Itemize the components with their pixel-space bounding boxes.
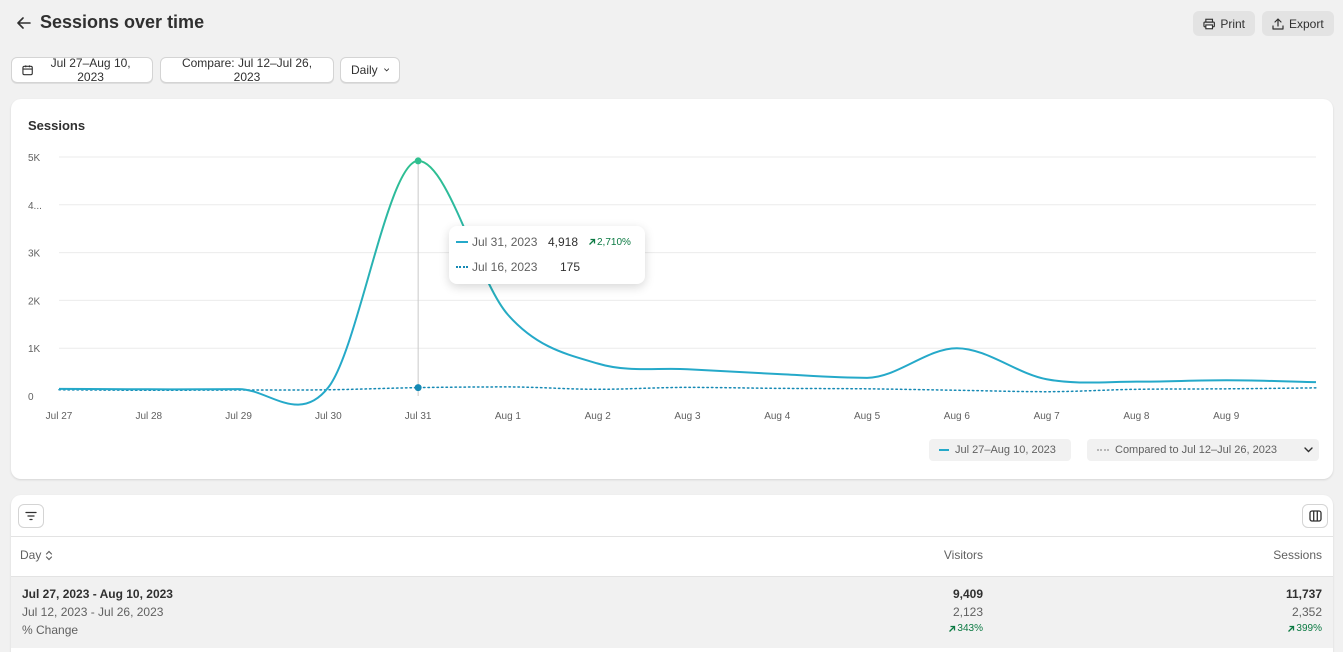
columns-icon [1308,510,1322,522]
y-tick-label: 1K [28,344,41,355]
summary-change-label: % Change [22,623,79,637]
page-title: Sessions over time [40,12,205,32]
y-tick-label: 4... [28,201,42,212]
legend-current-label: Jul 27–Aug 10, 2023 [955,444,1056,456]
columns-button[interactable] [1302,504,1328,528]
x-tick-label: Jul 29 [225,411,252,422]
x-tick-label: Aug 6 [944,411,971,422]
visitors-change-value: 343% [957,623,983,634]
chart-title: Sessions [28,118,86,133]
arrow-left-icon [17,17,31,29]
column-header-day[interactable]: Day [20,548,53,562]
sessions-compare: 2,352 [1291,605,1322,619]
arrow-up-right-icon [1288,625,1295,632]
back-button[interactable] [12,11,36,35]
sessions-table-card: Day Visitors Sessions Jul 27, 2023 - Aug… [11,495,1333,652]
compare-picker[interactable]: Compare: Jul 12–Jul 26, 2023 [160,56,334,84]
arrow-up-right-icon [589,238,596,245]
x-tick-label: Jul 31 [405,411,432,422]
chevron-down-icon[interactable] [1304,447,1313,453]
x-tick-label: Jul 28 [135,411,162,422]
sessions-chart-card: Sessions 0 1K 2K 3K 4... 5K Jul 27 Jul 28 Jul 29… [11,99,1333,479]
summary-compare-label: Jul 12, 2023 - Jul 26, 2023 [22,605,164,619]
tooltip-current-row: Jul 31, 2023 4,918 2,710% [456,233,631,251]
period-label: Daily [351,63,378,77]
page-header: Sessions over time Print Export [0,0,1343,48]
solid-line-swatch [939,449,949,451]
tooltip-current-value: 4,918 [548,235,579,249]
x-tick-label: Aug 4 [764,411,791,422]
sessions-change: 399% [1287,623,1322,634]
date-range-picker[interactable]: Jul 27–Aug 10, 2023 [11,56,153,84]
tooltip-compare-row: Jul 16, 2023 175 [456,258,588,276]
table-divider [11,536,1333,537]
dotted-line-swatch [1097,449,1109,451]
column-header-visitors[interactable]: Visitors [943,548,983,562]
y-tick-label: 5K [28,153,41,164]
sessions-change-value: 399% [1296,623,1322,634]
x-tick-label: Aug 3 [674,411,701,422]
x-tick-label: Aug 1 [495,411,522,422]
print-button[interactable]: Print [1193,11,1255,36]
period-select[interactable]: Daily [340,57,400,83]
chart-tooltip: Jul 31, 2023 4,918 2,710% Jul 16, 2023 1… [449,226,645,284]
chevron-down-icon [383,68,389,72]
visitors-current: 9,409 [952,587,983,601]
sort-icon [46,550,53,560]
visitors-compare: 2,123 [952,605,983,619]
x-tick-label: Aug 9 [1213,411,1240,422]
current-highlight-point [414,157,422,165]
table-summary-row: Jul 27, 2023 - Aug 10, 2023 Jul 12, 2023… [11,576,1333,648]
arrow-up-right-icon [949,625,956,632]
x-tick-label: Aug 7 [1034,411,1061,422]
summary-current-label: Jul 27, 2023 - Aug 10, 2023 [22,587,173,601]
x-tick-label: Aug 2 [585,411,612,422]
tooltip-current-date: Jul 31, 2023 [472,235,538,249]
x-tick-label: Aug 5 [854,411,881,422]
legend-compare-label: Compared to Jul 12–Jul 26, 2023 [1115,444,1278,456]
sessions-line-chart[interactable]: 0 1K 2K 3K 4... 5K Jul 27 Jul 28 Jul 29 Jul 30 Jul… [11,99,1333,429]
dotted-line-swatch [456,266,468,268]
y-tick-label: 2K [28,296,41,307]
x-tick-label: Aug 8 [1123,411,1150,422]
x-tick-label: Jul 30 [315,411,342,422]
y-tick-label: 3K [28,249,41,260]
tooltip-change: 2,710% [588,237,631,248]
visitors-change: 343% [948,623,983,634]
x-tick-label: Jul 27 [46,411,73,422]
filter-button[interactable] [18,504,44,528]
legend-compare-period[interactable]: Compared to Jul 12–Jul 26, 2023 [1087,439,1319,461]
tooltip-change-value: 2,710% [597,236,631,248]
column-day-label: Day [20,548,42,562]
tooltip-compare-value: 175 [560,260,581,274]
current-series-line[interactable] [58,159,1317,406]
y-tick-label: 0 [28,392,34,403]
printer-icon [1203,18,1215,29]
calendar-icon [22,65,33,76]
compare-series-line [58,386,1317,393]
upload-icon [1272,17,1284,30]
date-range-label: Jul 27–Aug 10, 2023 [50,56,131,84]
tooltip-compare-date: Jul 16, 2023 [472,260,538,274]
export-label: Export [1289,16,1324,31]
print-label: Print [1220,16,1245,31]
filter-lines-icon [25,511,37,521]
sessions-current: 11,737 [1285,587,1322,601]
compare-label: Compare: Jul 12–Jul 26, 2023 [181,56,313,84]
export-button[interactable]: Export [1262,11,1334,36]
column-header-sessions[interactable]: Sessions [1273,548,1322,562]
solid-line-swatch [456,241,468,243]
legend-current-period[interactable]: Jul 27–Aug 10, 2023 [929,439,1071,461]
table-divider [11,576,1333,577]
compare-highlight-point [414,384,422,392]
